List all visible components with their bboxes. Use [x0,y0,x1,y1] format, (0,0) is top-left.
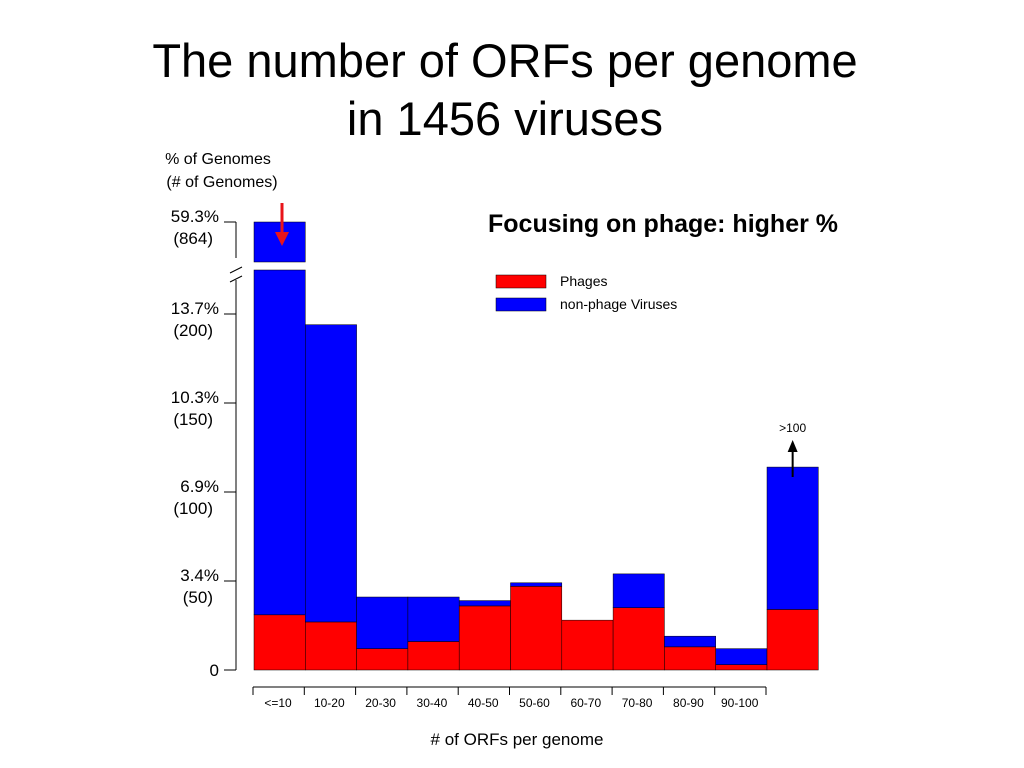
x-tick-label-5: 50-60 [519,696,550,710]
annotation-arrow-head [787,440,798,452]
y-axis-break-mark [229,266,243,283]
y-tick-sublabel-2: (100) [173,499,213,518]
y-tick-sublabel-1: (50) [183,588,213,607]
bar-phages-6 [561,619,614,671]
y-tick-sublabel-5: (864) [173,229,213,248]
bar-nonphage-0 [253,269,306,616]
x-tick-label-0: <=10 [264,696,292,710]
bar-phages-4 [458,605,511,671]
y-tick-sublabel-3: (150) [173,410,213,429]
bar-nonphage-3 [407,596,460,642]
x-tick-label-3: 30-40 [417,696,448,710]
highlight-arrow-head [275,232,289,246]
x-tick-label-6: 60-70 [570,696,601,710]
y-tick-label-1: 3.4% [180,566,219,585]
bar-phages-10 [766,609,819,671]
slide-title: The number of ORFs per genome in 1456 vi… [0,32,1010,148]
bar-nonphage-top-0 [253,221,306,263]
slide-title-line-1: The number of ORFs per genome [152,34,858,87]
bar-nonphage-8 [664,635,716,648]
bar-phages-3 [407,641,460,671]
bar-nonphage-9 [715,648,768,665]
bar-nonphage-5 [510,582,563,587]
x-tick-label-8: 80-90 [673,696,704,710]
x-tick-label-4: 40-50 [468,696,499,710]
x-axis-title: # of ORFs per genome [431,730,604,749]
slide-subtitle: Focusing on phage: higher % [488,210,838,238]
bar-nonphage-4 [458,600,511,607]
x-tick-label-1: 10-20 [314,696,345,710]
legend-swatch-nonphage [495,297,547,312]
bar-phages-1 [305,621,357,671]
x-tick-label-9: 90-100 [721,696,759,710]
legend-label-phages: Phages [560,273,607,289]
bar-phages-0 [253,614,306,671]
bar-nonphage-1 [305,324,357,623]
y-tick-label-0: 0 [210,661,219,680]
x-tick-label-2: 20-30 [365,696,396,710]
bar-phages-7 [612,607,665,671]
bar-phages-8 [664,646,716,671]
y-tick-label-2: 6.9% [180,477,219,496]
bar-nonphage-7 [612,573,665,608]
legend-label-nonphage: non-phage Viruses [560,296,677,312]
annotation-over-100: >100 [779,421,806,435]
x-tick-label-7: 70-80 [622,696,653,710]
bar-phages-5 [510,586,563,671]
bar-nonphage-2 [356,596,409,649]
bar-phages-9 [715,664,768,671]
y-axis-title-line-2: (# of Genomes) [166,174,277,191]
y-tick-sublabel-4: (200) [173,321,213,340]
legend-swatch-phages [495,274,547,289]
slide-title-line-2: in 1456 viruses [346,92,664,145]
y-axis-title-line-1: % of Genomes [165,151,271,168]
y-tick-label-3: 10.3% [171,388,219,407]
bar-phages-2 [356,648,409,671]
y-tick-label-5: 59.3% [171,207,219,226]
bar-nonphage-10 [766,466,819,610]
y-tick-label-4: 13.7% [171,299,219,318]
